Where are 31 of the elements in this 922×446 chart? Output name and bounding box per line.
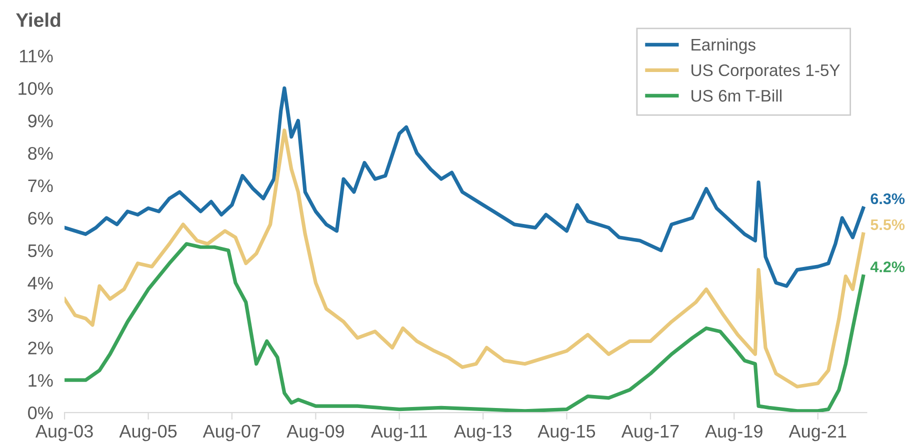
x-tick-label: Aug-11 (370, 425, 427, 442)
x-tick-label: Aug-07 (202, 424, 260, 442)
x-tick-label: Aug-03 (35, 424, 93, 442)
y-tick-label: 0% (28, 406, 53, 420)
y-tick-label: 2% (28, 342, 53, 354)
legend-label: Earnings (692, 38, 756, 54)
y-tick-label: 8% (28, 146, 53, 160)
y-tick-label: 10% (18, 82, 53, 95)
legend-label: US 6m T-Bill (692, 89, 782, 102)
x-tick-label: Aug-15 (538, 425, 596, 442)
annotation: 6.3% (870, 193, 905, 204)
annotation: 4.2% (870, 261, 905, 272)
y-tick-label: 5% (28, 244, 53, 258)
x-tick-label: Aug-21 (788, 424, 846, 442)
x-tick-label: Aug-19 (705, 424, 762, 442)
y-tick-label: 6% (28, 212, 53, 225)
line-series (64, 86, 866, 288)
legend-label: US Corporates 1-5Y (692, 64, 840, 80)
y-axis-title: Yield (16, 12, 60, 27)
x-tick-label: Aug-17 (621, 425, 679, 442)
y-tick-label: 7% (28, 180, 53, 192)
y-tick-label: 11% (20, 50, 53, 62)
x-tick-label: Aug-05 (119, 424, 177, 442)
line-series (64, 128, 866, 388)
annotation: 5.5% (870, 219, 905, 230)
x-tick-label: Aug-09 (286, 424, 344, 442)
y-tick-label: 9% (28, 114, 53, 128)
x-tick-label: Aug-13 (454, 424, 512, 442)
y-tick-label: 1% (28, 374, 53, 387)
y-tick-label: 3% (28, 309, 53, 322)
y-tick-label: 4% (28, 276, 53, 290)
